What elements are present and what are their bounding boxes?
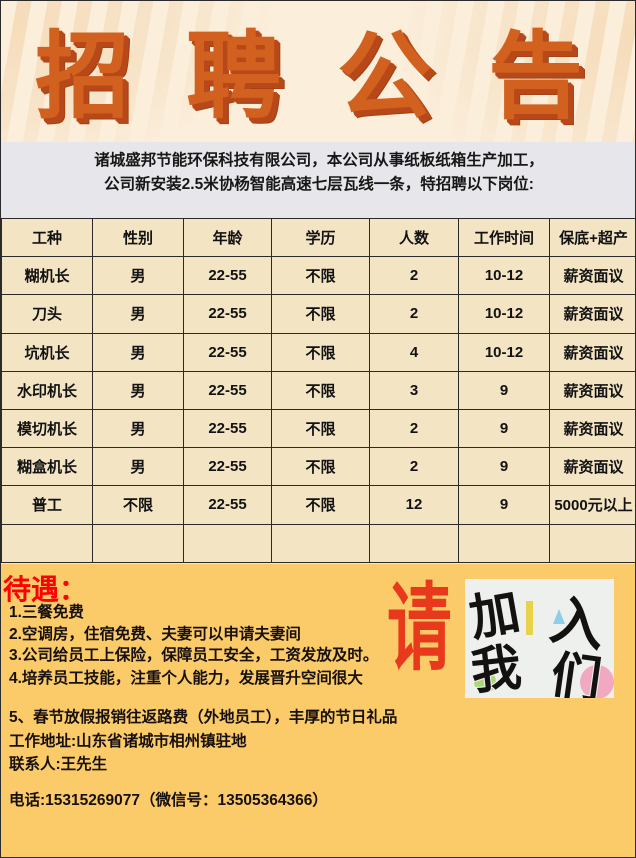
- svg-text:加: 加: [465, 583, 524, 647]
- svg-text:我: 我: [468, 639, 524, 698]
- svg-text:们: 们: [547, 646, 604, 698]
